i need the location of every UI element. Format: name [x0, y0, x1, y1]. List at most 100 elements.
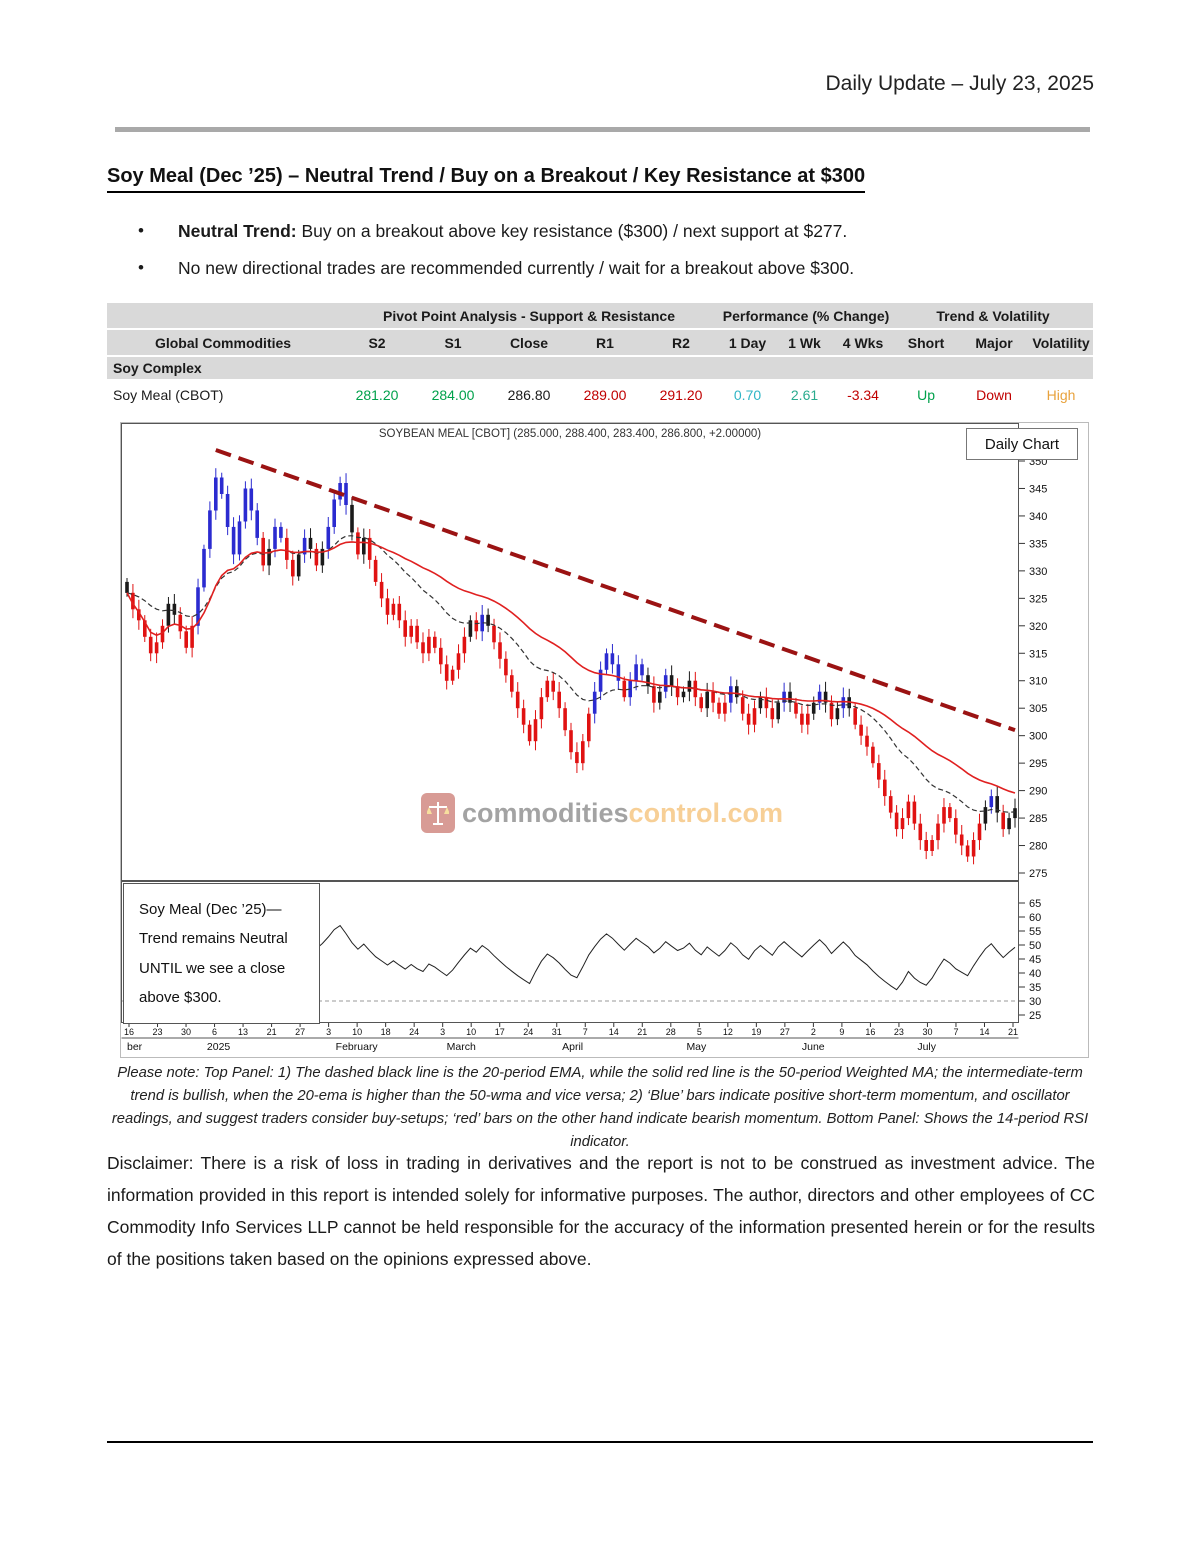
commoditiescontrol-logo-icon — [421, 793, 455, 833]
svg-text:27: 27 — [295, 1027, 305, 1037]
summary-bullets: • Neutral Trend: Buy on a breakout above… — [138, 220, 1078, 293]
svg-text:March: March — [447, 1041, 476, 1053]
annotation-line: above $300. — [139, 988, 222, 1006]
scales-icon — [427, 802, 449, 825]
svg-text:21: 21 — [1008, 1027, 1018, 1037]
svg-text:50: 50 — [1029, 940, 1041, 952]
svg-text:335: 335 — [1029, 538, 1047, 550]
svg-text:June: June — [802, 1041, 825, 1053]
svg-text:SOYBEAN MEAL [CBOT] (285.000,: SOYBEAN MEAL [CBOT] (285.000, 288.400, 2… — [379, 428, 761, 440]
chart-note: Please note: Top Panel: 1) The dashed bl… — [111, 1065, 1089, 1150]
svg-text:12: 12 — [723, 1027, 733, 1037]
svg-text:April: April — [562, 1041, 583, 1053]
svg-text:16: 16 — [124, 1027, 134, 1037]
top-divider — [115, 127, 1090, 132]
table-cell-value: 0.70 — [719, 380, 777, 408]
svg-text:18: 18 — [381, 1027, 391, 1037]
commodity-name: Soy Meal (CBOT) — [107, 380, 339, 408]
group-header-trend: Trend & Volatility — [893, 303, 1094, 330]
svg-text:320: 320 — [1029, 621, 1047, 633]
table-row: Soy Meal (CBOT) 281.20 284.00 286.80 289… — [107, 380, 1094, 408]
svg-text:300: 300 — [1029, 731, 1047, 743]
svg-text:45: 45 — [1029, 954, 1041, 966]
table-cell-value: 284.00 — [415, 380, 491, 408]
svg-text:23: 23 — [153, 1027, 163, 1037]
svg-text:14: 14 — [979, 1027, 989, 1037]
svg-text:17: 17 — [495, 1027, 505, 1037]
svg-text:27: 27 — [780, 1027, 790, 1037]
col-header: S2 — [339, 329, 415, 357]
svg-text:275: 275 — [1029, 868, 1047, 880]
group-header-empty — [107, 303, 339, 330]
report-date-header: Daily Update – July 23, 2025 — [825, 72, 1095, 95]
daily-chart-badge: Daily Chart — [966, 428, 1078, 460]
svg-text:24: 24 — [409, 1027, 419, 1037]
bullet-icon: • — [138, 221, 144, 240]
svg-text:7: 7 — [583, 1027, 588, 1037]
svg-text:14: 14 — [609, 1027, 619, 1037]
chart-annotation: Soy Meal (Dec ’25)— Trend remains Neutra… — [123, 883, 320, 1024]
svg-text:25: 25 — [1029, 1010, 1041, 1022]
svg-text:9: 9 — [839, 1027, 844, 1037]
svg-text:60: 60 — [1029, 912, 1041, 924]
svg-text:10: 10 — [466, 1027, 476, 1037]
svg-text:ber: ber — [127, 1041, 143, 1053]
svg-text:2025: 2025 — [207, 1041, 231, 1053]
svg-text:10: 10 — [352, 1027, 362, 1037]
col-header: Short — [893, 329, 960, 357]
price-chart: 350 345 340 335 330 325 320 315 310 305 300 295 290 2… — [120, 422, 1089, 1058]
svg-text:30: 30 — [1029, 996, 1041, 1008]
table-section-row: Soy Complex — [107, 356, 1094, 381]
col-header: Volatility — [1029, 329, 1094, 357]
svg-text:July: July — [917, 1041, 936, 1053]
svg-text:30: 30 — [922, 1027, 932, 1037]
svg-text:65: 65 — [1029, 898, 1041, 910]
svg-text:315: 315 — [1029, 648, 1047, 660]
watermark: commoditiescontrol.com — [421, 793, 783, 833]
col-header: Global Commodities — [107, 329, 339, 357]
svg-text:3: 3 — [326, 1027, 331, 1037]
col-header: Close — [491, 329, 567, 357]
bullet-item: • Neutral Trend: Buy on a breakout above… — [138, 220, 1078, 244]
watermark-part1: commodities — [462, 797, 629, 828]
svg-text:2: 2 — [811, 1027, 816, 1037]
table-cell-value: 2.61 — [776, 380, 834, 408]
svg-text:May: May — [686, 1041, 707, 1053]
svg-text:21: 21 — [637, 1027, 647, 1037]
table-cell-value: Down — [959, 380, 1030, 408]
svg-text:16: 16 — [865, 1027, 875, 1037]
col-header: Major — [959, 329, 1030, 357]
svg-text:February: February — [336, 1041, 379, 1053]
col-header: 4 Wks — [833, 329, 894, 357]
watermark-part2: control.com — [628, 797, 784, 828]
svg-text:330: 330 — [1029, 566, 1047, 578]
svg-text:280: 280 — [1029, 841, 1047, 853]
table-cell-value: 289.00 — [567, 380, 643, 408]
table-cell-value: -3.34 — [833, 380, 894, 408]
table-cell-value: 281.20 — [339, 380, 415, 408]
col-header: S1 — [415, 329, 491, 357]
table-group-header-row: Pivot Point Analysis - Support & Resista… — [107, 303, 1094, 330]
footer-divider — [107, 1441, 1093, 1443]
col-header: R1 — [567, 329, 643, 357]
svg-text:55: 55 — [1029, 926, 1041, 938]
col-header: 1 Day — [719, 329, 777, 357]
svg-text:310: 310 — [1029, 676, 1047, 688]
svg-text:24: 24 — [523, 1027, 533, 1037]
annotation-line: Trend remains Neutral — [139, 930, 288, 948]
table-cell-value: 291.20 — [643, 380, 720, 408]
svg-text:325: 325 — [1029, 593, 1047, 605]
svg-text:5: 5 — [697, 1027, 702, 1037]
svg-text:30: 30 — [181, 1027, 191, 1037]
svg-text:40: 40 — [1029, 968, 1041, 980]
svg-text:295: 295 — [1029, 758, 1047, 770]
svg-text:3: 3 — [440, 1027, 445, 1037]
svg-text:285: 285 — [1029, 813, 1047, 825]
col-header: R2 — [643, 329, 720, 357]
svg-text:305: 305 — [1029, 703, 1047, 715]
annotation-line: Soy Meal (Dec ’25)— — [139, 901, 282, 918]
svg-text:6: 6 — [212, 1027, 217, 1037]
bullet-text: Neutral Trend: Buy on a breakout above k… — [178, 221, 848, 241]
table-column-header-row: Global Commodities S2 S1 Close R1 R2 1 D… — [107, 329, 1094, 357]
bullet-text: No new directional trades are recommende… — [178, 257, 855, 278]
